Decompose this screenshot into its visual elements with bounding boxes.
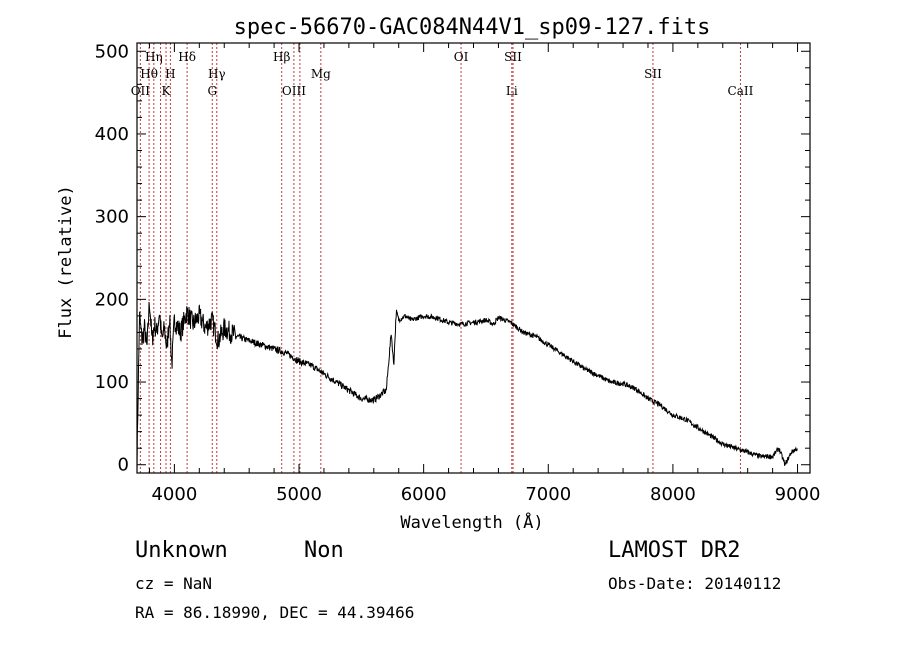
spectrum-line bbox=[136, 301, 798, 472]
x-tick-label: 9000 bbox=[775, 484, 821, 505]
chart-title: spec-56670-GAC084N44V1_sp09-127.fits bbox=[234, 15, 711, 40]
spectral-line-label: Hθ bbox=[140, 67, 158, 81]
spectral-line-label: OI bbox=[454, 50, 469, 64]
axes: 4000 5000 6000 7000 8000 9000 0 100 200 300 400 500 bbox=[95, 41, 821, 505]
plot-area bbox=[136, 301, 798, 472]
y-tick-label: 500 bbox=[95, 41, 129, 62]
coordinates: RA = 86.18990, DEC = 44.39466 bbox=[135, 603, 415, 622]
y-axis-label: Flux (relative) bbox=[56, 185, 76, 339]
spectral-line-label: SII bbox=[644, 67, 662, 81]
object-class: Unknown bbox=[135, 538, 228, 563]
x-tick-label: 4000 bbox=[151, 484, 197, 505]
y-tick-label: 200 bbox=[95, 289, 129, 310]
y-tick-label: 400 bbox=[95, 124, 129, 145]
survey-name: LAMOST DR2 bbox=[608, 538, 741, 563]
y-tick-label: 300 bbox=[95, 207, 129, 228]
x-tick-label: 7000 bbox=[525, 484, 571, 505]
spectral-line-label: G bbox=[207, 84, 217, 98]
y-tick-label: 0 bbox=[118, 455, 129, 476]
spectral-line-label: OII bbox=[131, 84, 151, 98]
spectral-line-label: Hβ bbox=[273, 50, 290, 64]
x-tick-label: 6000 bbox=[401, 484, 447, 505]
line-markers: Hη Hδ Hβ OI SII Hθ H Hγ Mg SII OII K G OIII Li CaII bbox=[131, 43, 754, 473]
x-axis-label: Wavelength (Å) bbox=[400, 511, 543, 533]
x-tick-label: 5000 bbox=[276, 484, 322, 505]
spectral-line-label: CaII bbox=[728, 84, 754, 98]
y-tick-label: 100 bbox=[95, 372, 129, 393]
spectral-line-label: Hγ bbox=[208, 67, 226, 81]
spectral-line-label: Mg bbox=[311, 67, 331, 81]
plot-frame bbox=[136, 42, 811, 474]
redshift: cz = NaN bbox=[135, 574, 213, 593]
spectral-line-label: Hδ bbox=[178, 50, 196, 64]
spectral-line-label: OIII bbox=[282, 84, 306, 98]
obs-date: Obs-Date: 20140112 bbox=[608, 574, 782, 593]
spectral-line-label: Hη bbox=[145, 50, 163, 64]
spectral-line-label: Li bbox=[506, 84, 518, 98]
spectral-line-label: SII bbox=[504, 50, 522, 64]
subclass: Non bbox=[304, 538, 344, 563]
spectral-line-label: K bbox=[162, 84, 172, 98]
spectral-line-label: H bbox=[165, 67, 175, 81]
x-tick-label: 8000 bbox=[650, 484, 696, 505]
